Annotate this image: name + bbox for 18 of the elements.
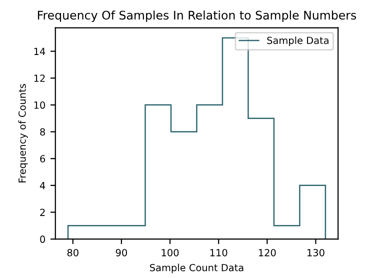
y-axis-title: Frequency of Counts: [18, 84, 28, 182]
y-tick-label: 14: [34, 48, 46, 55]
legend-label: Sample Data: [267, 36, 328, 46]
y-tick-label: 0: [40, 236, 46, 243]
x-tick-label: 120: [258, 248, 276, 256]
y-tick-label: 4: [40, 182, 46, 190]
y-tick-label: 10: [34, 101, 46, 109]
y-tick-label: 12: [34, 74, 45, 82]
x-axis-title: Sample Count Data: [150, 264, 244, 274]
y-tick-label: 2: [40, 208, 45, 216]
x-tick-label: 100: [162, 248, 179, 256]
x-tick-label: 130: [308, 248, 324, 256]
x-tick-label: 90: [116, 248, 127, 256]
y-tick-label: 6: [40, 155, 46, 162]
x-tick-label: 80: [67, 248, 78, 256]
chart-title: Frequency Of Samples In Relation to Sample Numbers: [38, 10, 356, 22]
y-tick-label: 8: [40, 128, 45, 136]
x-tick-label: 110: [210, 248, 228, 256]
